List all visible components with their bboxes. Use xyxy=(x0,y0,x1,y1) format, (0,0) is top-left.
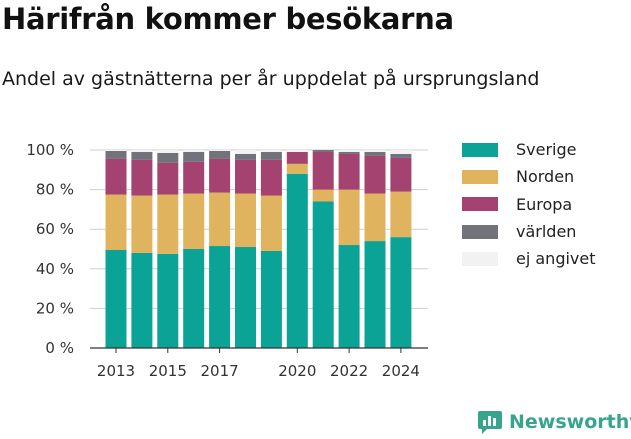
legend-swatch xyxy=(462,142,498,157)
bar-segment xyxy=(312,201,334,348)
bar-segment xyxy=(338,189,360,246)
bar-segment xyxy=(183,193,205,249)
bar-segment xyxy=(364,241,386,348)
legend-swatch xyxy=(462,224,498,239)
y-tick-label: 100 % xyxy=(26,141,74,159)
x-tick-label: 2017 xyxy=(201,362,239,380)
bar-segment xyxy=(260,250,282,348)
bar-segment xyxy=(157,253,179,348)
bar-segment xyxy=(286,150,308,152)
bar-segment xyxy=(183,161,205,194)
bar-segment xyxy=(364,151,386,156)
bar-segment xyxy=(364,150,386,152)
bar-segment xyxy=(105,249,127,348)
chart-legend: Sverige Norden Europa världen ej angivet xyxy=(462,136,596,272)
y-tick-label: 60 % xyxy=(36,220,74,238)
bar-segment xyxy=(260,195,282,251)
bar-segment xyxy=(183,151,205,162)
bar-segment xyxy=(286,163,308,174)
legend-label: Sverige xyxy=(516,140,577,160)
bar-segment xyxy=(209,150,231,151)
bar-segment xyxy=(260,159,282,196)
legend-swatch xyxy=(462,197,498,212)
bar-segment xyxy=(260,150,282,152)
bar-segment xyxy=(364,155,386,194)
bar-segment xyxy=(235,150,256,154)
bar-segment xyxy=(260,151,282,160)
x-tick-label: 2024 xyxy=(382,362,420,380)
bar-segment xyxy=(131,150,153,152)
bar-segment xyxy=(338,153,360,190)
bar-segment xyxy=(105,150,127,151)
bar-segment xyxy=(286,151,308,164)
bar-segment xyxy=(131,159,153,196)
bar-segment xyxy=(338,245,360,348)
bar-segment xyxy=(105,158,127,195)
bar-segment xyxy=(183,249,205,348)
bar-segment xyxy=(235,247,256,348)
legend-item: ej angivet xyxy=(462,245,596,272)
bar-segment xyxy=(209,192,231,247)
bar-segment xyxy=(312,151,334,190)
legend-label: Norden xyxy=(516,167,575,187)
x-tick-label: 2015 xyxy=(149,362,187,380)
bar-segment xyxy=(209,158,231,193)
bar-segment xyxy=(131,151,153,160)
legend-swatch xyxy=(462,251,498,266)
bar-segment xyxy=(390,153,412,158)
bar-segment xyxy=(157,162,179,195)
bar-segment xyxy=(183,150,205,152)
legend-label: ej angivet xyxy=(516,249,596,269)
brand-logo: Newsworthy xyxy=(477,409,631,435)
bar-segment xyxy=(209,150,231,159)
bar-segment xyxy=(235,159,256,194)
bar-segment xyxy=(209,246,231,348)
bar-segment xyxy=(157,152,179,163)
bar-segment xyxy=(131,252,153,348)
legend-item: världen xyxy=(462,218,596,245)
x-tick-label: 2013 xyxy=(97,362,135,380)
bar-segment xyxy=(312,150,334,152)
legend-item: Norden xyxy=(462,163,596,190)
bar-segment xyxy=(286,173,308,348)
y-tick-label: 80 % xyxy=(36,181,74,199)
legend-item: Europa xyxy=(462,191,596,218)
bar-segment xyxy=(131,195,153,253)
legend-item: Sverige xyxy=(462,136,596,163)
legend-label: Europa xyxy=(516,194,573,214)
legend-swatch xyxy=(462,169,498,184)
x-tick-label: 2020 xyxy=(278,362,316,380)
bar-segment xyxy=(390,157,412,192)
bar-segment xyxy=(157,150,179,153)
x-tick-label: 2022 xyxy=(330,362,368,380)
bar-segment xyxy=(105,150,127,159)
newsworthy-logo-icon xyxy=(478,411,502,434)
bar-segment xyxy=(364,193,386,242)
legend-label: världen xyxy=(516,222,577,242)
bar-segment xyxy=(235,153,256,160)
bar-segment xyxy=(157,194,179,254)
bar-segment xyxy=(235,193,256,248)
bar-segment xyxy=(390,150,412,154)
chart-title: Härifrån kommer besökarna xyxy=(2,2,454,36)
y-tick-label: 0 % xyxy=(45,339,74,357)
bar-segment xyxy=(390,237,412,348)
bar-segment xyxy=(338,150,360,152)
brand-name: Newsworthy xyxy=(509,411,631,433)
bar-segment xyxy=(105,194,127,250)
y-tick-label: 20 % xyxy=(36,299,74,317)
chart-subtitle: Andel av gästnätterna per år uppdelat på… xyxy=(2,68,540,90)
bar-segment xyxy=(312,189,334,202)
y-tick-label: 40 % xyxy=(36,260,74,278)
bar-segment xyxy=(390,191,412,238)
bar-segment xyxy=(338,151,360,154)
